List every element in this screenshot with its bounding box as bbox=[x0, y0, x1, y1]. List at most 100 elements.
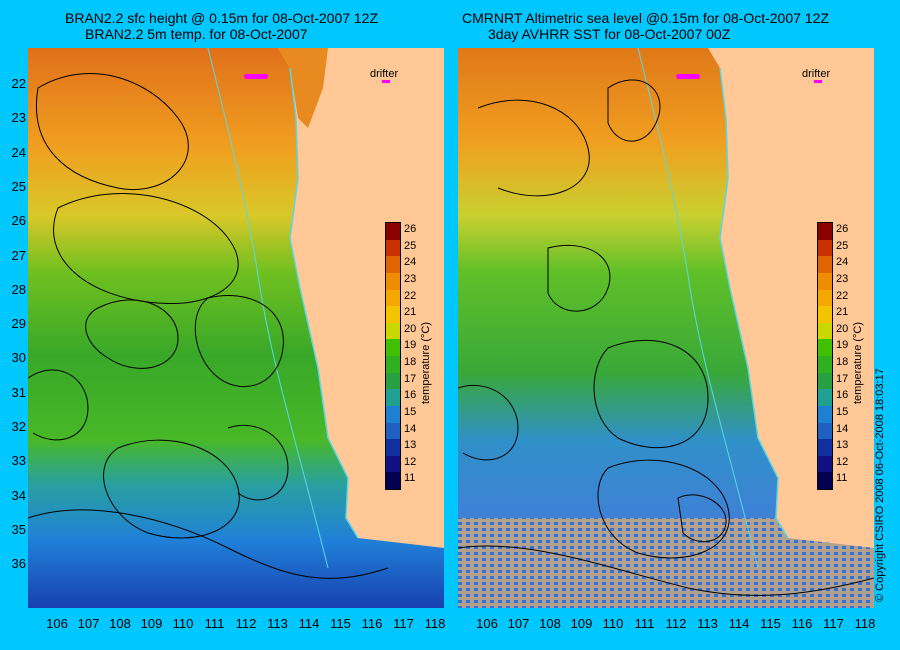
latitude-tick-label: 28 bbox=[11, 281, 26, 297]
isobath-contour bbox=[637, 48, 759, 569]
colorbar-segment bbox=[818, 272, 832, 290]
longitude-tick-label: 108 bbox=[539, 616, 561, 631]
colorbar-tick-label: 16 bbox=[836, 389, 849, 402]
left-title-line1: BRAN2.2 sfc height @ 0.15m for 08-Oct-20… bbox=[65, 10, 379, 26]
colorbar-segment bbox=[818, 422, 832, 440]
colorbar-segment bbox=[386, 339, 400, 356]
longitude-tick-label: 112 bbox=[665, 616, 687, 631]
colorbar-tick-label: 20 bbox=[836, 322, 849, 335]
longitude-tick-label: 116 bbox=[791, 616, 813, 631]
drifter-track-left bbox=[244, 74, 268, 79]
colorbar-segment bbox=[818, 339, 832, 356]
longitude-tick-label: 107 bbox=[507, 616, 530, 631]
colorbar-segment bbox=[386, 439, 400, 456]
longitude-tick-label: 106 bbox=[46, 616, 68, 631]
colorbar-tick-label: 26 bbox=[404, 223, 417, 235]
colorbar-tick-label: 21 bbox=[404, 306, 417, 319]
latitude-tick-label: 36 bbox=[11, 556, 26, 572]
colorbar-right bbox=[817, 222, 833, 490]
colorbar-tick-label: 13 bbox=[836, 439, 849, 452]
latitude-tick-label: 33 bbox=[11, 453, 26, 469]
colorbar-tick-label: 21 bbox=[836, 306, 849, 319]
colorbar-tick-label: 11 bbox=[836, 472, 848, 485]
colorbar-segment bbox=[386, 389, 400, 406]
colorbar-segment bbox=[818, 389, 832, 406]
longitude-tick-label: 111 bbox=[204, 616, 225, 631]
drifter-track-right bbox=[676, 74, 700, 79]
coastline bbox=[719, 67, 789, 539]
colorbar-segment bbox=[386, 422, 400, 440]
sea-level-contours bbox=[28, 73, 389, 579]
longitude-tick-label: 113 bbox=[697, 616, 718, 631]
drifter-marker-left bbox=[382, 80, 390, 83]
colorbar-segment bbox=[818, 256, 832, 273]
colorbar-segment bbox=[386, 239, 400, 257]
colorbar-segment bbox=[386, 306, 400, 323]
longitude-tick-label: 107 bbox=[77, 616, 100, 631]
colorbar-segment bbox=[386, 405, 400, 423]
latitude-tick-label: 29 bbox=[11, 316, 26, 332]
colorbar-tick-label: 25 bbox=[404, 239, 417, 252]
colorbar-segment bbox=[386, 372, 400, 390]
longitude-tick-label: 117 bbox=[393, 616, 414, 631]
longitude-tick-label: 110 bbox=[602, 616, 624, 631]
longitude-tick-label: 110 bbox=[172, 616, 194, 631]
longitude-tick-label: 111 bbox=[634, 616, 655, 631]
colorbar-tick-label: 13 bbox=[404, 439, 417, 452]
colorbar-tick-label: 12 bbox=[836, 455, 849, 468]
colorbar-title-right: temperature (°C) bbox=[852, 321, 864, 404]
colorbar-title-left: temperature (°C) bbox=[420, 321, 432, 404]
longitude-tick-label: 114 bbox=[298, 616, 320, 631]
colorbar-tick-label: 23 bbox=[404, 272, 417, 285]
colorbar-tick-label: 22 bbox=[404, 289, 417, 302]
latitude-tick-label: 30 bbox=[11, 350, 26, 366]
longitude-tick-label: 112 bbox=[235, 616, 257, 631]
colorbar-tick-label: 25 bbox=[836, 239, 849, 252]
coastline bbox=[289, 67, 359, 539]
colorbar-tick-label: 11 bbox=[404, 472, 416, 485]
colorbar-segment bbox=[386, 289, 400, 307]
colorbar-tick-label: 15 bbox=[404, 405, 417, 418]
longitude-tick-label: 109 bbox=[570, 616, 593, 631]
drifter-label-left: drifter bbox=[370, 68, 399, 80]
colorbar-segment bbox=[386, 472, 400, 489]
latitude-tick-label: 31 bbox=[11, 384, 26, 400]
colorbar-tick-label: 18 bbox=[836, 356, 849, 368]
colorbar-tick-label: 22 bbox=[836, 289, 849, 302]
drifter-marker-right bbox=[814, 80, 822, 83]
latitude-tick-label: 22 bbox=[11, 76, 26, 91]
colorbar-tick-label: 15 bbox=[836, 405, 849, 418]
longitude-tick-label: 115 bbox=[330, 616, 351, 631]
isobath-contour bbox=[207, 48, 329, 569]
latitude-tick-label: 35 bbox=[11, 521, 26, 537]
colorbar-segment bbox=[386, 455, 400, 473]
longitude-tick-label: 113 bbox=[267, 616, 288, 631]
longitude-tick-label: 118 bbox=[854, 616, 876, 631]
colorbar-segment bbox=[818, 455, 832, 473]
colorbar-tick-label: 24 bbox=[836, 256, 849, 269]
left-map bbox=[28, 48, 444, 608]
colorbar-left bbox=[385, 222, 401, 490]
right-title-line2: 3day AVHRR SST for 08-Oct-2007 00Z bbox=[488, 26, 731, 42]
longitude-tick-label: 116 bbox=[361, 616, 383, 631]
colorbar-tick-label: 18 bbox=[404, 356, 417, 368]
colorbar-tick-label: 24 bbox=[404, 256, 417, 269]
longitude-tick-label: 117 bbox=[823, 616, 844, 631]
colorbar-tick-label: 26 bbox=[836, 223, 849, 235]
longitude-tick-label: 106 bbox=[476, 616, 498, 631]
right-map-panel bbox=[458, 48, 874, 608]
right-map bbox=[458, 48, 874, 608]
land-mass bbox=[278, 48, 444, 548]
colorbar-tick-label: 17 bbox=[404, 372, 417, 385]
longitude-tick-label: 108 bbox=[109, 616, 131, 631]
longitude-tick-label: 115 bbox=[760, 616, 781, 631]
colorbar-tick-label: 12 bbox=[404, 455, 417, 468]
latitude-tick-label: 23 bbox=[11, 110, 26, 126]
colorbar-tick-label: 14 bbox=[404, 422, 417, 435]
latitude-tick-label: 26 bbox=[11, 213, 26, 229]
colorbar-tick-label: 20 bbox=[404, 322, 417, 335]
colorbar-segment bbox=[386, 223, 400, 240]
colorbar-segment bbox=[818, 405, 832, 423]
longitude-tick-label: 109 bbox=[140, 616, 163, 631]
drifter-label-right: drifter bbox=[802, 68, 831, 80]
